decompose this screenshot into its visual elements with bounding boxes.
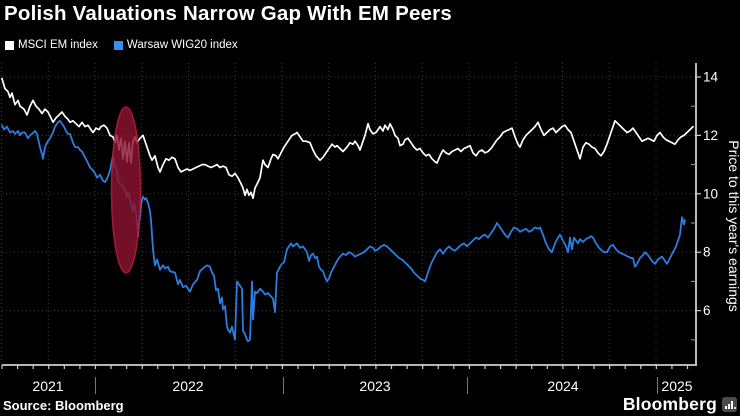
x-axis-year-label: 2022 — [172, 378, 204, 394]
year-separator — [657, 377, 658, 394]
year-separator — [467, 377, 468, 394]
wig20-swatch-icon — [113, 40, 123, 50]
bloomberg-logo: Bloomberg — [623, 394, 737, 415]
bar-chart-icon — [722, 397, 737, 412]
source-caption: Source: Bloomberg — [3, 398, 124, 413]
legend-label: MSCI EM index — [18, 39, 98, 51]
x-axis-year-label: 2025 — [661, 378, 693, 394]
series-line-warsaw-wig20-index — [1, 119, 686, 343]
year-separator — [95, 377, 96, 394]
y-tick-label: 14 — [703, 70, 719, 85]
bloomberg-logo-text: Bloomberg — [622, 394, 717, 414]
x-axis-year-label: 2021 — [32, 378, 64, 394]
msci-em-swatch-icon — [5, 40, 14, 50]
legend-label: Warsaw WIG20 index — [126, 39, 238, 51]
y-tick-label: 8 — [703, 245, 711, 260]
chart-legend: MSCI EM index Warsaw WIG20 index — [5, 39, 238, 51]
legend-item-msci-em: MSCI EM index — [5, 39, 98, 51]
y-tick-label: 12 — [703, 128, 718, 143]
year-separator — [283, 377, 284, 394]
y-tick-label: 6 — [703, 303, 711, 318]
x-axis-year-label: 2024 — [547, 378, 579, 394]
y-axis-title: Price to this year's earnings — [726, 140, 740, 312]
x-axis-year-label: 2023 — [359, 378, 391, 394]
page-title: Polish Valuations Narrow Gap With EM Pee… — [4, 2, 452, 25]
y-tick-label: 10 — [703, 186, 718, 201]
legend-item-wig20: Warsaw WIG20 index — [113, 39, 238, 51]
war-highlight-ellipse — [110, 106, 142, 274]
